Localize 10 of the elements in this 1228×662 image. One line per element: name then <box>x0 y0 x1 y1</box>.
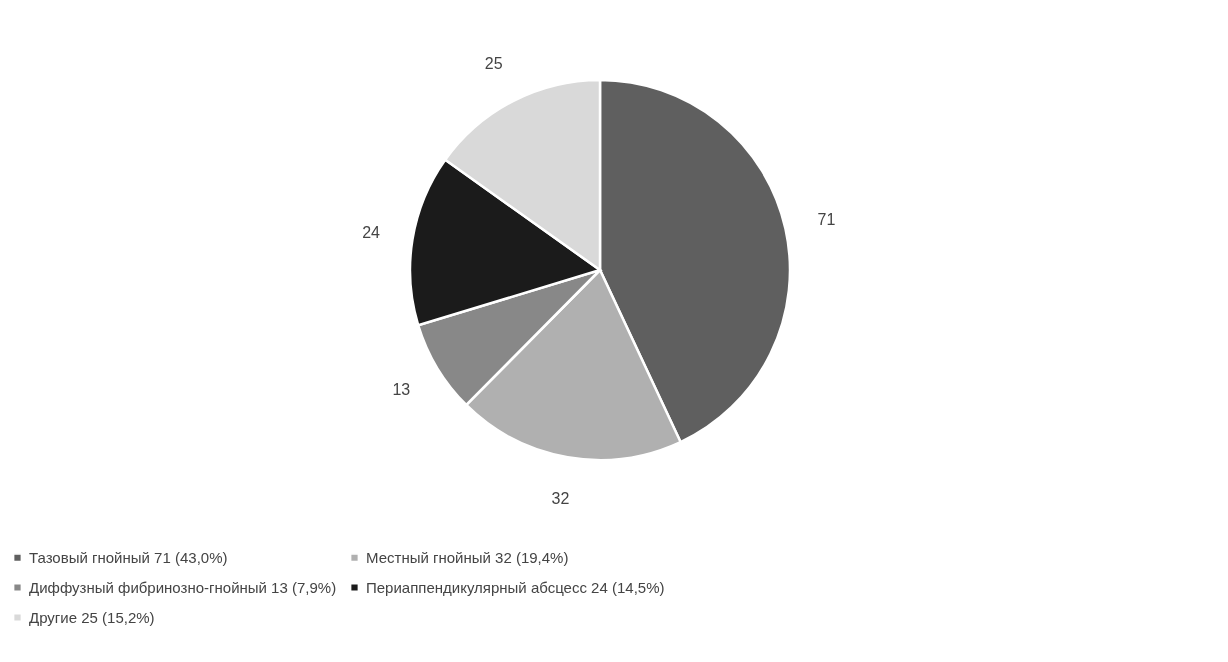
legend-label: Местный гнойный 32 (19,4%) <box>366 548 569 566</box>
data-label: 32 <box>551 489 570 507</box>
data-label: 25 <box>484 54 503 72</box>
data-label: 13 <box>392 380 411 398</box>
legend-label: Диффузный фибринозно-гнойный 13 (7,9%) <box>29 578 337 596</box>
legend-label: Другие 25 (15,2%) <box>29 608 155 626</box>
data-label: 24 <box>362 223 381 241</box>
legend-label: Периаппендикулярный абсцесс 24 (14,5%) <box>366 578 665 596</box>
legend-label: Тазовый гнойный 71 (43,0%) <box>29 548 228 566</box>
data-label: 71 <box>817 210 836 228</box>
